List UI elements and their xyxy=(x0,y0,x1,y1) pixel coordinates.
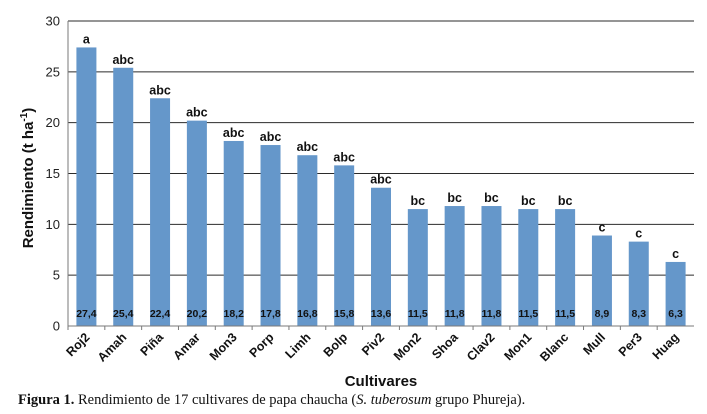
bar xyxy=(76,47,97,326)
data-label: 15,8 xyxy=(334,308,355,320)
significance-label: abc xyxy=(260,130,282,144)
figure-caption: Figura 1. Rendimiento de 17 cultivares d… xyxy=(18,392,698,409)
y-tick-label: 20 xyxy=(46,115,60,130)
y-tick-label: 30 xyxy=(46,14,60,29)
bar xyxy=(518,209,539,326)
data-label: 27,4 xyxy=(76,308,97,320)
data-label: 11,5 xyxy=(408,308,428,320)
y-tick-label: 15 xyxy=(46,166,60,181)
significance-label: abc xyxy=(149,83,171,97)
data-label: 11,8 xyxy=(445,308,465,320)
x-tick-label: Mon2 xyxy=(391,330,424,363)
significance-label: abc xyxy=(112,53,134,67)
significance-label: abc xyxy=(333,150,355,164)
y-axis-title: Rendimiento (t ha-1) xyxy=(19,108,37,249)
x-tick-label: Blanc xyxy=(537,330,571,364)
data-label: 25,4 xyxy=(113,308,134,320)
data-label: 18,2 xyxy=(223,308,244,320)
x-tick-label: Shoa xyxy=(429,329,461,361)
data-label: 13,6 xyxy=(371,308,392,320)
x-tick-label: Porp xyxy=(247,330,277,360)
x-tick-label: Piv2 xyxy=(359,330,387,358)
bar xyxy=(186,120,207,326)
y-tick-label: 10 xyxy=(46,217,60,232)
x-axis-title: Cultivares xyxy=(345,373,418,390)
significance-label: c xyxy=(635,227,642,241)
significance-label: abc xyxy=(223,126,245,140)
x-tick-label: Per3 xyxy=(616,330,645,359)
bar xyxy=(223,140,244,326)
significance-label: a xyxy=(83,32,91,46)
x-tick-label: Mon3 xyxy=(207,330,240,363)
bar xyxy=(481,206,502,326)
x-tick-label: Huag xyxy=(650,330,682,362)
significance-label: abc xyxy=(297,140,319,154)
significance-label: bc xyxy=(484,191,499,205)
x-tick-label: Piña xyxy=(138,329,167,358)
significance-label: c xyxy=(598,221,605,235)
caption-text-after: grupo Phureja). xyxy=(431,392,526,408)
data-label: 8,3 xyxy=(631,308,646,320)
x-tick-label: Roj2 xyxy=(63,330,92,359)
x-tick-label: Limh xyxy=(282,330,313,361)
x-tick-label: Mon1 xyxy=(501,330,534,363)
caption-label: Figura 1. xyxy=(18,392,75,408)
significance-label: bc xyxy=(521,194,536,208)
data-label: 20,2 xyxy=(187,308,208,320)
y-tick-label: 25 xyxy=(46,64,60,79)
x-tick-label: Clav2 xyxy=(464,330,498,364)
bar xyxy=(555,209,576,326)
bar xyxy=(113,67,134,327)
data-label: 16,8 xyxy=(297,308,318,320)
significance-label: bc xyxy=(558,194,573,208)
data-label: 22,4 xyxy=(150,308,171,320)
data-label: 8,9 xyxy=(595,308,610,320)
bar xyxy=(628,241,649,326)
caption-text-before: Rendimiento de 17 cultivares de papa cha… xyxy=(74,392,357,408)
significance-label: bc xyxy=(411,194,426,208)
x-tick-label: Bolp xyxy=(321,330,351,360)
significance-label: c xyxy=(672,247,679,261)
bar xyxy=(150,98,171,327)
bar xyxy=(444,206,465,326)
data-label: 11,8 xyxy=(482,308,502,320)
y-tick-label: 0 xyxy=(53,319,60,334)
significance-label: bc xyxy=(447,191,462,205)
bar xyxy=(591,235,612,326)
data-label: 11,5 xyxy=(555,308,575,320)
bar xyxy=(371,187,391,326)
x-tick-label: Amah xyxy=(95,330,129,364)
bar xyxy=(407,209,428,326)
grid-lines xyxy=(68,20,694,276)
y-tick-label: 5 xyxy=(53,268,60,283)
data-label: 6,3 xyxy=(668,308,683,320)
bar-chart: a 27,4 abc 25,4 abc 22,4 abc 20,2 abc 18,2 abc 17,8… xyxy=(19,14,694,390)
significance-label: abc xyxy=(370,173,392,187)
bars: a 27,4 abc 25,4 abc 22,4 abc 20,2 abc 18,2 abc 17,8… xyxy=(76,32,686,327)
x-tick-label: Mull xyxy=(580,330,608,358)
data-label: 17,8 xyxy=(260,308,281,320)
x-tick-label: Amar xyxy=(170,330,203,363)
caption-species: S. tuberosum xyxy=(356,392,432,408)
bar xyxy=(297,155,318,326)
bar xyxy=(665,261,686,326)
data-label: 11,5 xyxy=(518,308,538,320)
significance-label: abc xyxy=(186,106,208,120)
bar xyxy=(334,165,355,326)
bar xyxy=(260,145,281,326)
